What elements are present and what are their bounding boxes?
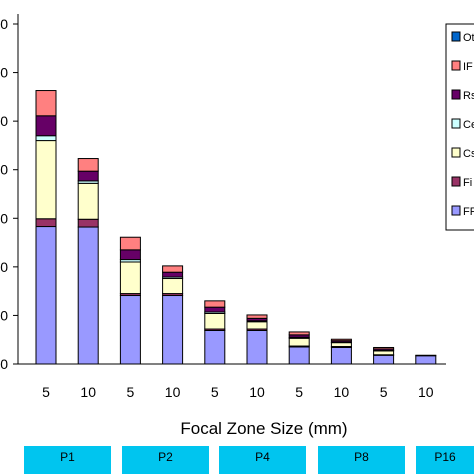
bar-segment-ce [35, 135, 57, 142]
bar-segment-if [77, 158, 99, 172]
bar-segment-if [35, 90, 57, 117]
legend-label: FR [463, 206, 474, 218]
x-tick-label: 10 [334, 384, 350, 400]
y-axis: 0 0 0 0 0 0 0 0 [0, 14, 19, 372]
legend-label: Fi [463, 177, 472, 189]
bar-segment-cs [119, 261, 141, 295]
bar-segment-fr [162, 295, 184, 365]
legend-label: Ce [463, 119, 474, 131]
group-label: P1 [24, 446, 111, 474]
y-tick-label: 0 [0, 113, 8, 129]
bar-segment-if [162, 265, 184, 273]
bar-segment-fi [35, 218, 57, 228]
y-tick-label: 0 [0, 65, 8, 81]
x-tick-label: 10 [418, 384, 434, 400]
bar-segment-fr [246, 329, 268, 365]
group-label: P8 [318, 446, 405, 474]
bar-segment-fr [415, 355, 437, 365]
x-axis-title: Focal Zone Size (mm) [180, 419, 347, 438]
bar-segment-fr [35, 226, 57, 365]
y-tick-label: 0 [0, 16, 8, 32]
bar-segment-fr [77, 226, 99, 365]
bar-segment-fr [288, 346, 310, 365]
bar-segment-cs [77, 182, 99, 220]
x-tick-label: 5 [127, 384, 135, 400]
legend-swatch [451, 205, 461, 216]
y-tick-label: 0 [0, 356, 8, 372]
legend-swatch [451, 147, 461, 158]
legend: Ot IF Rs Ce Cs Fi FR [445, 23, 474, 231]
x-tick-label: 5 [42, 384, 50, 400]
legend-label: Rs [463, 90, 474, 102]
bar-segment-cs [35, 140, 57, 220]
bar-segment-fi [77, 218, 99, 228]
bar-segment-rs [204, 306, 226, 313]
group-label: P2 [122, 446, 209, 474]
y-tick-label: 0 [0, 162, 8, 178]
group-label: P16 [416, 446, 474, 474]
bar-segment-if [373, 346, 395, 350]
bar-segment-fr [119, 295, 141, 365]
bar-segment-fr [330, 346, 352, 365]
bar-segment-if [330, 338, 352, 342]
legend-swatch [451, 176, 461, 187]
x-axis: 5 10 5 10 5 10 5 10 5 10 [18, 363, 446, 400]
bar-segment-cs [204, 312, 226, 330]
x-tick-label: 5 [380, 384, 388, 400]
bars [35, 90, 437, 365]
bar-segment-if [204, 300, 226, 308]
bar-segment-fr [373, 354, 395, 365]
bar-segment-fr [204, 329, 226, 365]
bar-segment-cs [246, 321, 268, 330]
bar-segment-fi [415, 354, 437, 357]
bar-segment-cs [162, 278, 184, 295]
bar-segment-cs [330, 342, 352, 348]
bar-segment-if [288, 331, 310, 336]
legend-swatch [451, 89, 461, 100]
legend-swatch [451, 60, 461, 71]
bar-segment-cs [288, 337, 310, 347]
y-tick-label: 0 [0, 259, 8, 275]
y-tick-label: 0 [0, 307, 8, 323]
legend-label: Ot [463, 32, 474, 44]
bar-segment-if [119, 236, 141, 251]
legend-label: IF [463, 61, 473, 73]
bar-segment-rs [162, 271, 184, 278]
bar-segment-rs [35, 115, 57, 137]
bar-segment-rs [119, 249, 141, 261]
x-tick-label: 5 [295, 384, 303, 400]
legend-swatch [451, 31, 461, 42]
x-tick-label: 5 [211, 384, 219, 400]
legend-swatch [451, 118, 461, 129]
legend-label: Cs [463, 148, 474, 160]
x-tick-label: 10 [165, 384, 181, 400]
group-label: P4 [219, 446, 306, 474]
bar-segment-cs [373, 350, 395, 356]
x-tick-label: 10 [249, 384, 265, 400]
y-tick-label: 0 [0, 210, 8, 226]
bar-segment-if [246, 314, 268, 319]
bar-segment-rs [77, 170, 99, 182]
x-tick-label: 10 [80, 384, 96, 400]
